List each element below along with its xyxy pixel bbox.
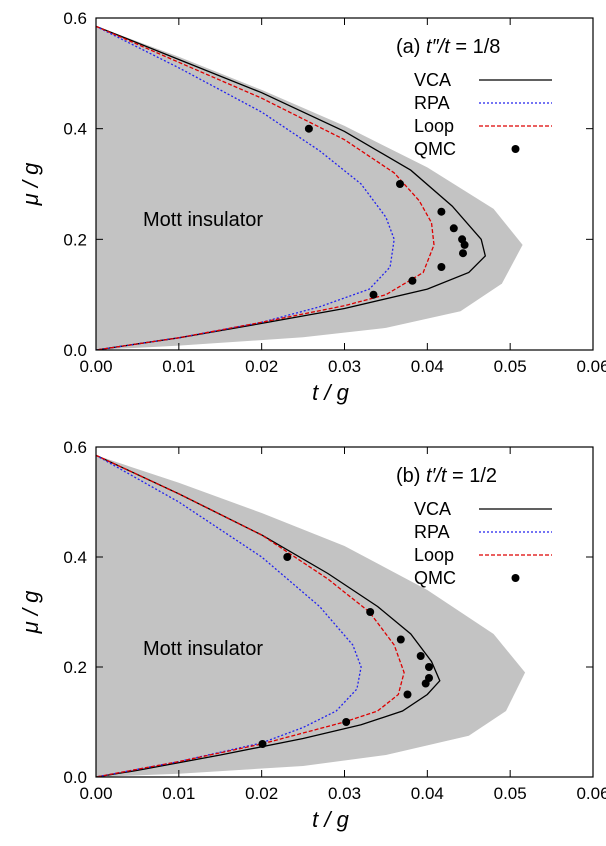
x-axis-label: t / g [312,380,349,405]
qmc-point [460,240,469,249]
qmc-point [396,180,404,188]
legend-label-vca: VCA [414,499,451,519]
y-axis-label: μ / g [18,590,43,634]
y-tick-label: 0.4 [63,120,87,139]
qmc-point [416,652,425,660]
series-line-loop [96,454,405,777]
legend-label-rpa: RPA [414,93,450,113]
qmc-point [421,679,430,688]
y-tick-label: 0.6 [63,9,87,28]
x-tick-label: 0.01 [162,357,195,376]
y-tick-label: 0.4 [63,548,87,567]
qmc-point [408,276,417,285]
qmc-point [283,553,292,561]
qmc-point [425,663,433,671]
mott-region [96,26,523,350]
qmc-point [369,290,378,299]
panel-title-param-var: t [444,36,451,58]
mott-insulator-label: Mott insulator [143,209,263,231]
legend-marker-qmc [511,145,520,153]
legend-label-rpa: RPA [414,522,450,542]
x-tick-label: 0.03 [328,784,361,803]
legend-label-qmc: QMC [414,568,456,588]
mott-region [96,455,526,777]
x-tick-label: 0.00 [79,357,112,376]
panel-title-param-value: = 1/8 [450,36,501,58]
chart-panel-a: 0.00 0.01 0.02 0.03 0.04 0.05 0.06 0.0 0.2 0.4 0.6… [18,9,606,405]
panel-title-param-prefix: t′/ [426,465,443,487]
panel-title-panel-label: (b) [396,465,420,487]
x-tick-label: 0.06 [576,784,606,803]
y-tick-label: 0.6 [63,438,87,457]
series-line-rpa [96,454,362,777]
x-tick-label: 0.02 [245,357,278,376]
qmc-point [449,224,458,233]
panel-title-panel-label: (a) [396,36,420,58]
x-tick-label: 0.02 [245,784,278,803]
qmc-point [304,124,313,133]
chart-panel-b: 0.00 0.01 0.02 0.03 0.04 0.05 0.06 0.0 0.2 0.4 0.6… [18,438,606,832]
panel-title-param-var: t [441,465,448,487]
qmc-point [437,207,446,216]
series-line-vca [96,454,441,777]
y-tick-label: 0.2 [63,230,87,249]
series-line-vca [96,25,487,350]
x-tick-label: 0.00 [79,784,112,803]
y-tick-label: 0.0 [63,341,87,360]
legend-label-loop: Loop [414,545,454,565]
x-tick-label: 0.05 [494,357,527,376]
panel-title: (b) t′/t = 1/2 [396,465,497,487]
qmc-point [258,740,267,748]
qmc-point [459,249,467,258]
qmc-point [403,690,412,699]
x-tick-label: 0.06 [576,357,606,376]
y-tick-label: 0.0 [63,768,87,787]
x-tick-label: 0.04 [411,357,444,376]
qmc-point [342,718,351,726]
panel-title-param-prefix: t″/ [426,36,447,58]
x-tick-label: 0.01 [162,784,195,803]
panel-title: (a) t″/t = 1/8 [396,36,500,58]
qmc-point [366,608,375,616]
legend-label-vca: VCA [414,70,451,90]
qmc-point [396,635,405,644]
panel-title-param-value: = 1/2 [446,465,497,487]
x-axis-label: t / g [312,807,349,832]
legend-label-qmc: QMC [414,139,456,159]
y-axis-label: μ / g [18,162,43,206]
y-tick-label: 0.2 [63,658,87,677]
mott-insulator-label: Mott insulator [143,638,263,660]
qmc-point [437,263,446,271]
x-tick-label: 0.03 [328,357,361,376]
x-tick-label: 0.04 [411,784,444,803]
legend-label-loop: Loop [414,116,454,136]
x-tick-label: 0.05 [494,784,527,803]
legend-marker-qmc [511,574,520,582]
